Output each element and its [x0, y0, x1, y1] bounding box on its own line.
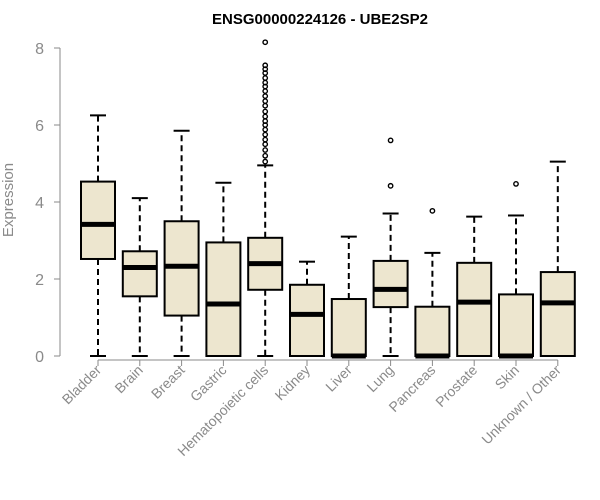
box-gastric: [205, 181, 242, 357]
outlier-point: [262, 79, 269, 86]
outlier-point: [262, 126, 269, 133]
outlier-point: [262, 131, 269, 138]
x-tick-label: Kidney: [272, 362, 314, 404]
outlier-point: [262, 102, 269, 109]
y-tick-label: 2: [35, 272, 44, 289]
box-liver: [330, 235, 367, 359]
box-rect: [205, 241, 242, 357]
outlier-point: [387, 182, 394, 189]
box-rect: [414, 305, 451, 357]
y-tick-label: 4: [35, 195, 44, 212]
outlier-point: [262, 62, 269, 69]
box-rect: [330, 298, 367, 357]
outlier-point: [262, 113, 269, 120]
outlier-point: [262, 136, 269, 143]
outlier-point: [387, 137, 394, 144]
outlier-point: [513, 181, 519, 187]
box-unknown-other: [539, 160, 576, 358]
y-tick-label: 6: [35, 118, 44, 135]
outlier-point: [262, 98, 269, 105]
y-axis-label: Expression: [0, 163, 17, 237]
outlier-point: [429, 207, 436, 214]
x-tick-label: Breast: [148, 362, 188, 402]
x-tick-label: Liver: [322, 362, 355, 395]
box-series: [80, 39, 576, 359]
box-kidney: [289, 260, 325, 357]
outlier-point: [262, 118, 269, 125]
box-breast: [163, 129, 200, 357]
box-lung: [372, 137, 409, 357]
outlier-point: [262, 88, 269, 95]
box-pancreas: [414, 207, 451, 359]
y-axis: 0 2 4 6 8: [35, 41, 61, 366]
box-prostate: [456, 215, 493, 357]
box-rect: [539, 271, 576, 358]
x-tick-label: Unknown / Other: [478, 362, 564, 448]
outlier-point: [262, 152, 269, 159]
box-rect: [498, 293, 534, 357]
x-tick-label: Prostate: [432, 362, 480, 410]
box-hematopoietic-cells: [247, 39, 284, 357]
outlier-point: [262, 75, 269, 81]
outlier-point: [262, 158, 269, 165]
box-skin: [498, 181, 534, 359]
y-tick-label: 0: [35, 349, 44, 366]
box-rect: [80, 180, 116, 260]
box-rect: [121, 250, 158, 298]
x-tick-label: Brain: [111, 362, 145, 396]
box-brain: [121, 197, 158, 357]
y-tick-label: 8: [35, 41, 44, 58]
outlier-point: [262, 39, 269, 46]
outlier-point: [262, 108, 269, 115]
outlier-point: [262, 147, 269, 153]
box-rect: [372, 259, 409, 309]
x-tick-label: Lung: [363, 362, 396, 395]
outlier-point: [262, 141, 269, 148]
outlier-point: [262, 93, 269, 100]
box-rect: [456, 261, 493, 357]
box-rect: [289, 283, 325, 357]
x-tick-label: Skin: [492, 362, 523, 393]
box-bladder: [80, 114, 116, 357]
x-tick-label: Bladder: [59, 362, 105, 408]
chart-title: ENSG00000224126 - UBE2SP2: [212, 11, 428, 28]
